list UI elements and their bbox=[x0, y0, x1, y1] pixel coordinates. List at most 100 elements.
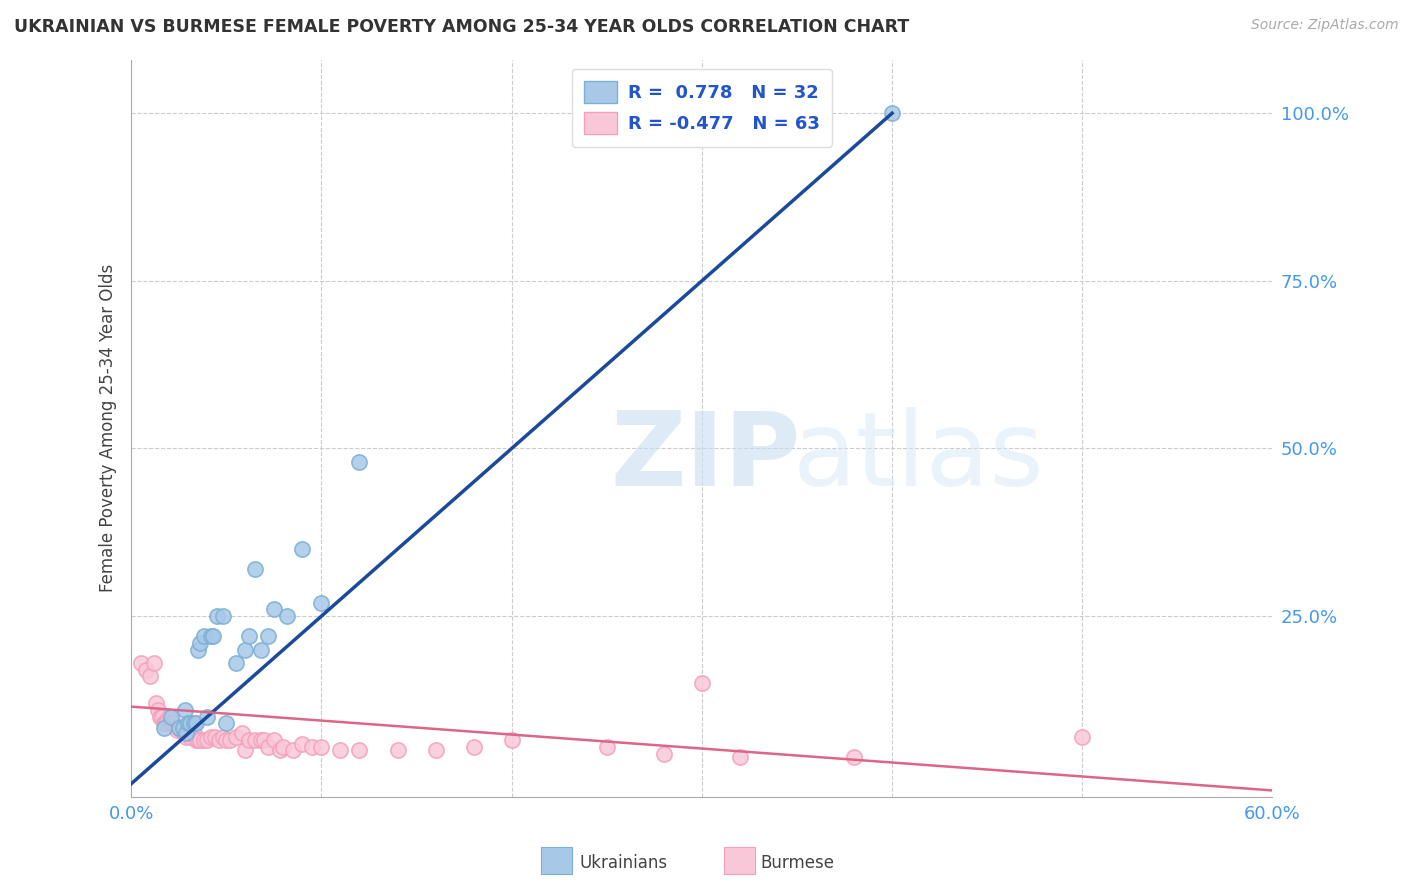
Point bbox=[183, 726, 205, 740]
Point bbox=[249, 642, 271, 657]
Point bbox=[766, 106, 789, 120]
Point bbox=[329, 743, 352, 757]
Point bbox=[301, 739, 323, 754]
Point bbox=[172, 721, 194, 735]
Point bbox=[202, 629, 225, 643]
Point bbox=[257, 739, 280, 754]
Point bbox=[173, 703, 195, 717]
Point bbox=[146, 703, 169, 717]
Point bbox=[176, 726, 198, 740]
Text: UKRAINIAN VS BURMESE FEMALE POVERTY AMONG 25-34 YEAR OLDS CORRELATION CHART: UKRAINIAN VS BURMESE FEMALE POVERTY AMON… bbox=[14, 18, 910, 36]
Point bbox=[728, 750, 751, 764]
Text: Ukrainians: Ukrainians bbox=[579, 854, 668, 871]
Point bbox=[187, 642, 209, 657]
Point bbox=[231, 726, 253, 740]
Point bbox=[184, 733, 207, 747]
Point bbox=[311, 596, 333, 610]
Point bbox=[349, 455, 371, 469]
Point bbox=[235, 743, 257, 757]
Point bbox=[195, 733, 218, 747]
Point bbox=[145, 696, 167, 710]
Point bbox=[135, 663, 157, 677]
Point bbox=[263, 602, 285, 616]
Point bbox=[176, 730, 198, 744]
Point bbox=[181, 723, 204, 737]
Point bbox=[225, 656, 247, 670]
Point bbox=[200, 629, 222, 643]
Point bbox=[204, 730, 226, 744]
Point bbox=[211, 609, 233, 624]
Point bbox=[155, 716, 177, 731]
Point bbox=[596, 739, 619, 754]
Point bbox=[263, 733, 285, 747]
Point bbox=[225, 730, 247, 744]
Point bbox=[184, 716, 207, 731]
Point bbox=[311, 739, 333, 754]
Point bbox=[177, 726, 200, 740]
Point bbox=[193, 629, 215, 643]
Point bbox=[690, 676, 713, 690]
Point bbox=[188, 636, 211, 650]
Point bbox=[215, 733, 238, 747]
Point bbox=[276, 609, 298, 624]
Point bbox=[195, 709, 218, 723]
Point bbox=[238, 733, 260, 747]
Point bbox=[652, 747, 675, 761]
Point bbox=[200, 730, 222, 744]
Y-axis label: Female Poverty Among 25-34 Year Olds: Female Poverty Among 25-34 Year Olds bbox=[100, 264, 117, 592]
Point bbox=[291, 737, 314, 751]
Text: Source: ZipAtlas.com: Source: ZipAtlas.com bbox=[1251, 18, 1399, 32]
Legend: R =  0.778   N = 32, R = -0.477   N = 63: R = 0.778 N = 32, R = -0.477 N = 63 bbox=[572, 69, 832, 147]
Point bbox=[253, 733, 276, 747]
Point bbox=[173, 726, 195, 740]
Point bbox=[710, 106, 733, 120]
Point bbox=[156, 713, 179, 727]
Point bbox=[243, 562, 266, 576]
Point bbox=[205, 609, 228, 624]
Point bbox=[728, 106, 751, 120]
Point bbox=[152, 716, 174, 731]
Point bbox=[249, 733, 271, 747]
Point bbox=[215, 716, 238, 731]
Point bbox=[172, 723, 194, 737]
Point bbox=[167, 720, 190, 734]
Point bbox=[170, 723, 193, 737]
Text: Burmese: Burmese bbox=[761, 854, 835, 871]
Point bbox=[160, 716, 183, 731]
Point bbox=[273, 739, 295, 754]
Point bbox=[463, 739, 485, 754]
Point bbox=[149, 709, 172, 723]
Point bbox=[349, 743, 371, 757]
Point bbox=[243, 733, 266, 747]
Point bbox=[179, 716, 201, 731]
Point bbox=[139, 669, 162, 683]
Point bbox=[211, 730, 233, 744]
Point bbox=[143, 656, 166, 670]
Point bbox=[157, 709, 180, 723]
Point bbox=[842, 750, 865, 764]
Point bbox=[238, 629, 260, 643]
Point bbox=[129, 656, 152, 670]
Point bbox=[219, 733, 242, 747]
Point bbox=[291, 542, 314, 557]
Point bbox=[880, 106, 903, 120]
Point bbox=[208, 733, 231, 747]
Point bbox=[163, 720, 186, 734]
Point bbox=[160, 709, 183, 723]
Point bbox=[179, 730, 201, 744]
Point bbox=[193, 733, 215, 747]
Point bbox=[387, 743, 409, 757]
Point bbox=[281, 743, 304, 757]
Point bbox=[150, 709, 173, 723]
Point bbox=[188, 733, 211, 747]
Point bbox=[177, 716, 200, 731]
Point bbox=[167, 721, 190, 735]
Point bbox=[257, 629, 280, 643]
Text: atlas: atlas bbox=[793, 408, 1045, 508]
Point bbox=[187, 733, 209, 747]
Point bbox=[501, 733, 523, 747]
Point bbox=[1071, 730, 1094, 744]
Point bbox=[269, 743, 291, 757]
Point bbox=[162, 716, 184, 731]
Point bbox=[166, 723, 188, 737]
